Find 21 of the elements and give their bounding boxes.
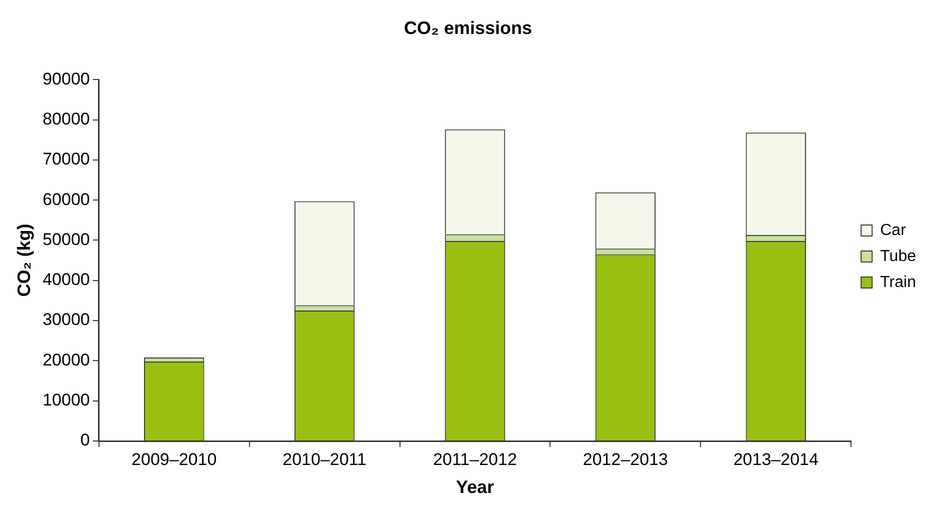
y-tick-label: 60000 [42,190,90,209]
y-tick-label: 20000 [42,350,90,370]
y-tick-label: 30000 [42,310,90,330]
y-tick-label: 40000 [42,270,90,290]
x-tick-label: 2012–2013 [582,450,668,469]
x-tick-label: 2013–2014 [733,450,818,469]
y-tick-label: 90000 [42,69,90,88]
legend-label: Train [880,274,916,291]
x-axis-title: Year [456,477,494,498]
y-tick-label: 10000 [42,390,90,410]
x-tick-label: 2010–2011 [282,450,366,469]
x-tick-label: 2009–2010 [132,450,217,469]
y-axis-title: CO₂ (kg) [14,224,34,297]
legend-label: Car [880,222,907,239]
y-tick-label: 70000 [42,150,90,169]
y-tick-label: 0 [80,430,90,450]
y-tick-label: 50000 [42,230,90,249]
chart-title: CO₂ emissions [404,18,532,38]
y-tick-label: 80000 [42,109,90,128]
x-tick-label: 2011–2012 [433,450,517,469]
legend-label: Tube [880,248,916,265]
